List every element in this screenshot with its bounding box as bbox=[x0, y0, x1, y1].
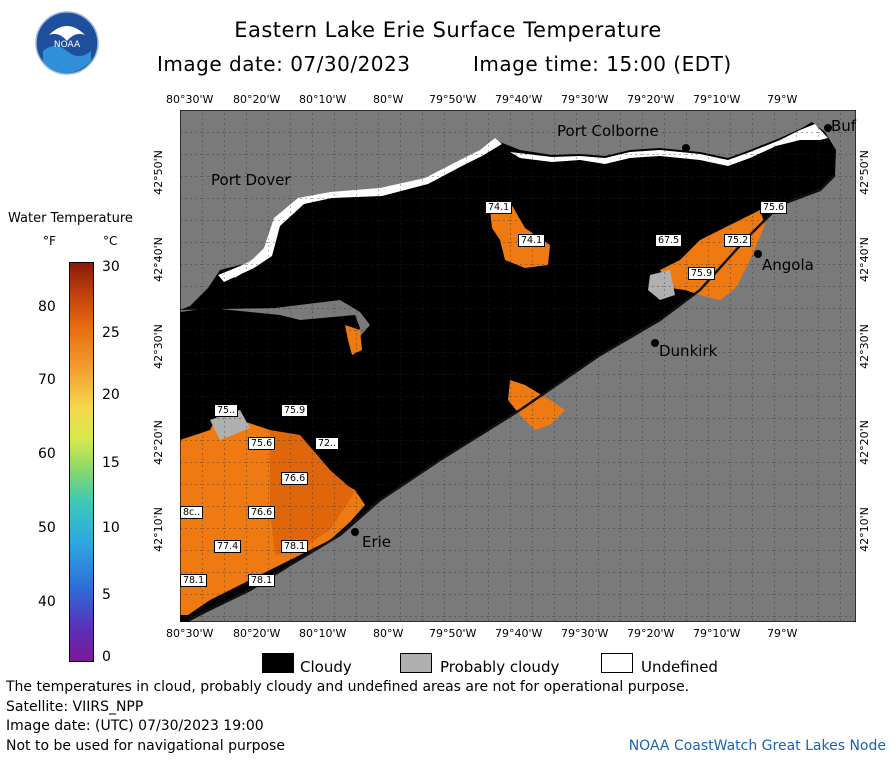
legend-c-tick: 0 bbox=[102, 649, 111, 665]
lon-tick-top: 79°50'W bbox=[429, 93, 477, 106]
temperature-label: 76.6 bbox=[248, 506, 276, 519]
legend-f-tick: 70 bbox=[38, 372, 56, 388]
temperature-label: 74.1 bbox=[485, 201, 513, 214]
lon-tick-bottom: 80°20'W bbox=[233, 627, 281, 640]
lat-tick-right: 42°30'N bbox=[857, 324, 871, 369]
lon-tick-top: 79°30'W bbox=[561, 93, 609, 106]
temperature-label: 8c.. bbox=[180, 506, 204, 519]
key-swatch-cloudy bbox=[262, 653, 294, 673]
legend-c-tick: 15 bbox=[102, 455, 120, 471]
key-label-probably-cloudy: Probably cloudy bbox=[440, 658, 560, 676]
legend-c-tick: 25 bbox=[102, 325, 120, 341]
temperature-label: 75.9 bbox=[688, 267, 716, 280]
legend-c-tick: 10 bbox=[102, 520, 120, 536]
lon-tick-top: 79°40'W bbox=[495, 93, 543, 106]
legend-f-tick: 50 bbox=[38, 520, 56, 536]
lon-tick-bottom: 80°30'W bbox=[166, 627, 214, 640]
lat-tick-right: 42°40'N bbox=[857, 237, 871, 282]
image-time: Image time: 15:00 (EDT) bbox=[473, 52, 732, 76]
city-label-erie: Erie bbox=[362, 533, 392, 551]
lon-tick-top: 79°20'W bbox=[627, 93, 675, 106]
legend-unit-f: °F bbox=[43, 234, 56, 248]
temperature-label: 74.1 bbox=[518, 234, 546, 247]
lon-tick-bottom: 80°W bbox=[373, 627, 404, 640]
temperature-label: 75.9 bbox=[281, 404, 309, 417]
lon-tick-top: 80°20'W bbox=[233, 93, 281, 106]
temperature-label: 75.6 bbox=[760, 201, 788, 214]
lon-tick-top: 80°10'W bbox=[299, 93, 347, 106]
lon-tick-top: 80°W bbox=[373, 93, 404, 106]
lat-tick-right: 42°50'N bbox=[857, 150, 871, 195]
temperature-label: 75.2 bbox=[724, 234, 752, 247]
lon-tick-top: 80°30'W bbox=[166, 93, 214, 106]
disclaimer-text: The temperatures in cloud, probably clou… bbox=[6, 679, 690, 695]
legend-c-tick: 5 bbox=[102, 587, 111, 603]
temperature-label: 75.. bbox=[214, 404, 239, 417]
city-label-dunkirk: Dunkirk bbox=[659, 342, 718, 360]
lon-tick-bottom: 79°40'W bbox=[495, 627, 543, 640]
lat-tick-left: 42°40'N bbox=[151, 237, 165, 282]
legend-f-tick: 60 bbox=[38, 446, 56, 462]
city-label-port-dover: Port Dover bbox=[211, 171, 291, 189]
lat-tick-right: 42°20'N bbox=[857, 420, 871, 465]
temperature-label: 75.6 bbox=[248, 437, 276, 450]
lat-tick-left: 42°10'N bbox=[151, 507, 165, 552]
temperature-label: 78.1 bbox=[281, 540, 309, 553]
city-label-port-colborne: Port Colborne bbox=[557, 122, 659, 140]
map-title: Eastern Lake Erie Surface Temperature bbox=[234, 18, 662, 42]
key-label-undefined: Undefined bbox=[641, 658, 718, 676]
lon-tick-top: 79°10'W bbox=[693, 93, 741, 106]
legend-f-tick: 40 bbox=[38, 594, 56, 610]
key-swatch-undefined bbox=[601, 653, 633, 673]
temperature-label: 76.6 bbox=[281, 472, 309, 485]
city-label-buffalo: Buf bbox=[831, 117, 857, 135]
navigation-warning: Not to be used for navigational purpose bbox=[6, 738, 285, 754]
legend-title: Water Temperature bbox=[8, 211, 133, 226]
lat-tick-right: 42°10'N bbox=[857, 507, 871, 552]
lon-tick-bottom: 79°W bbox=[767, 627, 798, 640]
temperature-label: 72.. bbox=[315, 437, 340, 450]
lon-tick-bottom: 80°10'W bbox=[299, 627, 347, 640]
noaa-logo: NOAA bbox=[35, 11, 99, 75]
temperature-label: 77.4 bbox=[214, 540, 242, 553]
temperature-label: 78.1 bbox=[180, 574, 208, 587]
key-swatch-probably-cloudy bbox=[400, 653, 432, 673]
utc-date-text: Image date: (UTC) 07/30/2023 19:00 bbox=[6, 718, 264, 734]
satellite-text: Satellite: VIIRS_NPP bbox=[6, 699, 144, 715]
city-marker bbox=[754, 250, 762, 258]
city-marker bbox=[651, 339, 659, 347]
lon-tick-bottom: 79°30'W bbox=[561, 627, 609, 640]
legend-c-tick: 20 bbox=[102, 387, 120, 403]
legend-c-tick: 30 bbox=[102, 259, 120, 275]
city-label-angola: Angola bbox=[762, 256, 814, 274]
temperature-label: 67.5 bbox=[655, 234, 683, 247]
key-label-cloudy: Cloudy bbox=[300, 658, 352, 676]
temperature-label: 78.1 bbox=[248, 574, 276, 587]
lon-tick-bottom: 79°10'W bbox=[693, 627, 741, 640]
lat-tick-left: 42°20'N bbox=[151, 420, 165, 465]
legend-f-tick: 80 bbox=[38, 299, 56, 315]
city-marker bbox=[682, 144, 690, 152]
lat-tick-left: 42°50'N bbox=[151, 150, 165, 195]
lon-tick-top: 79°W bbox=[767, 93, 798, 106]
credit-text: NOAA CoastWatch Great Lakes Node bbox=[628, 738, 886, 754]
lat-tick-left: 42°30'N bbox=[151, 324, 165, 369]
city-marker bbox=[351, 528, 359, 536]
temperature-color-bar bbox=[69, 262, 94, 662]
lon-tick-bottom: 79°20'W bbox=[627, 627, 675, 640]
image-date: Image date: 07/30/2023 bbox=[157, 52, 411, 76]
legend-unit-c: °C bbox=[103, 234, 118, 248]
city-marker bbox=[824, 124, 832, 132]
lon-tick-bottom: 79°50'W bbox=[429, 627, 477, 640]
svg-text:NOAA: NOAA bbox=[54, 40, 81, 50]
